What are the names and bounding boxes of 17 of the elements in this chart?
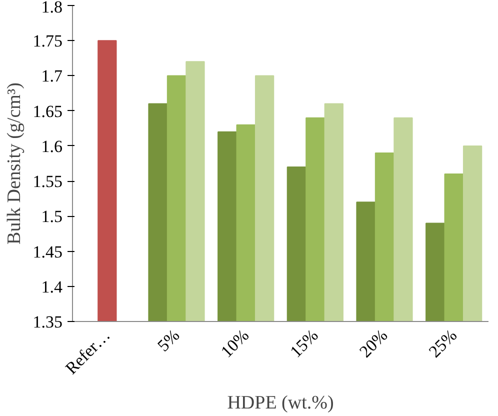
y-tick-label: 1.65 <box>32 102 62 121</box>
x-axis-title: HDPE (wt.%) <box>227 392 334 414</box>
y-tick-label: 1.35 <box>32 312 62 332</box>
y-tick-label: 1.5 <box>41 207 62 226</box>
y-tick-label: 1.4 <box>41 277 63 296</box>
x-tick-label: 15% <box>286 326 322 362</box>
x-tick-label: 10% <box>217 326 253 362</box>
y-tick-label: 1.75 <box>32 32 62 51</box>
y-axis-title: Bulk Density (g/cm³) <box>4 82 25 244</box>
x-tick-label: 25% <box>425 326 461 362</box>
y-tick-label: 1.55 <box>32 172 62 192</box>
y-tick-label: 1.7 <box>41 66 63 86</box>
y-tick-label: 1.8 <box>41 0 62 16</box>
y-tick-label: 1.6 <box>41 136 62 156</box>
x-tick-label: 20% <box>356 326 392 362</box>
y-tick-label: 1.45 <box>32 242 62 262</box>
x-tick-label: 5% <box>154 326 184 356</box>
